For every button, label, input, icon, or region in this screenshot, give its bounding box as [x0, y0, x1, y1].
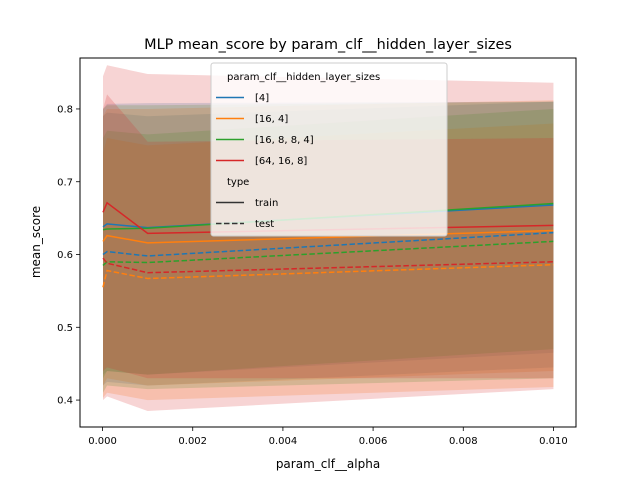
line-1-train: [102, 229, 554, 244]
y-axis: 0.4 0.5 0.6 0.7 0.8: [57, 105, 80, 407]
line-0-test: [102, 231, 554, 257]
legend-entry-3: [64, 16, 8]: [255, 156, 307, 167]
legend-style-entry-0: train: [255, 198, 278, 209]
x-axis-label: param_clf__alpha: [276, 457, 380, 471]
x-axis: 0.000 0.002 0.004 0.006 0.008 0.010: [88, 427, 568, 447]
legend-entry-2: [16, 8, 8, 4]: [255, 135, 314, 146]
legend-entry-0: [4]: [255, 93, 269, 104]
y-tick-label: 0.4: [57, 396, 73, 407]
y-axis-label: mean_score: [29, 206, 43, 278]
line-3-test: [102, 257, 554, 274]
x-tick-label: 0.008: [449, 436, 478, 447]
legend: param_clf__hidden_layer_sizes [4] [16, 4] […: [210, 62, 448, 237]
legend-style-title: type: [227, 177, 249, 188]
legend-box: [210, 62, 448, 237]
legend-hue-title: param_clf__hidden_layer_sizes: [227, 72, 380, 83]
plot-frame: [79, 57, 577, 428]
legend-entry-1: [16, 4]: [255, 114, 288, 125]
x-tick-label: 0.004: [269, 436, 298, 447]
x-tick-label: 0.010: [539, 436, 568, 447]
y-tick-label: 0.7: [57, 177, 73, 188]
y-tick-label: 0.8: [57, 105, 73, 116]
x-tick-label: 0.002: [178, 436, 207, 447]
x-tick-label: 0.006: [359, 436, 388, 447]
x-tick-label: 0.000: [88, 436, 117, 447]
y-tick-label: 0.6: [57, 250, 73, 261]
line-1-test: [102, 263, 554, 288]
line-2-test: [102, 240, 554, 266]
y-tick-label: 0.5: [57, 323, 73, 334]
chart-title: MLP mean_score by param_clf__hidden_laye…: [144, 37, 512, 53]
legend-style-entry-1: test: [255, 219, 274, 230]
